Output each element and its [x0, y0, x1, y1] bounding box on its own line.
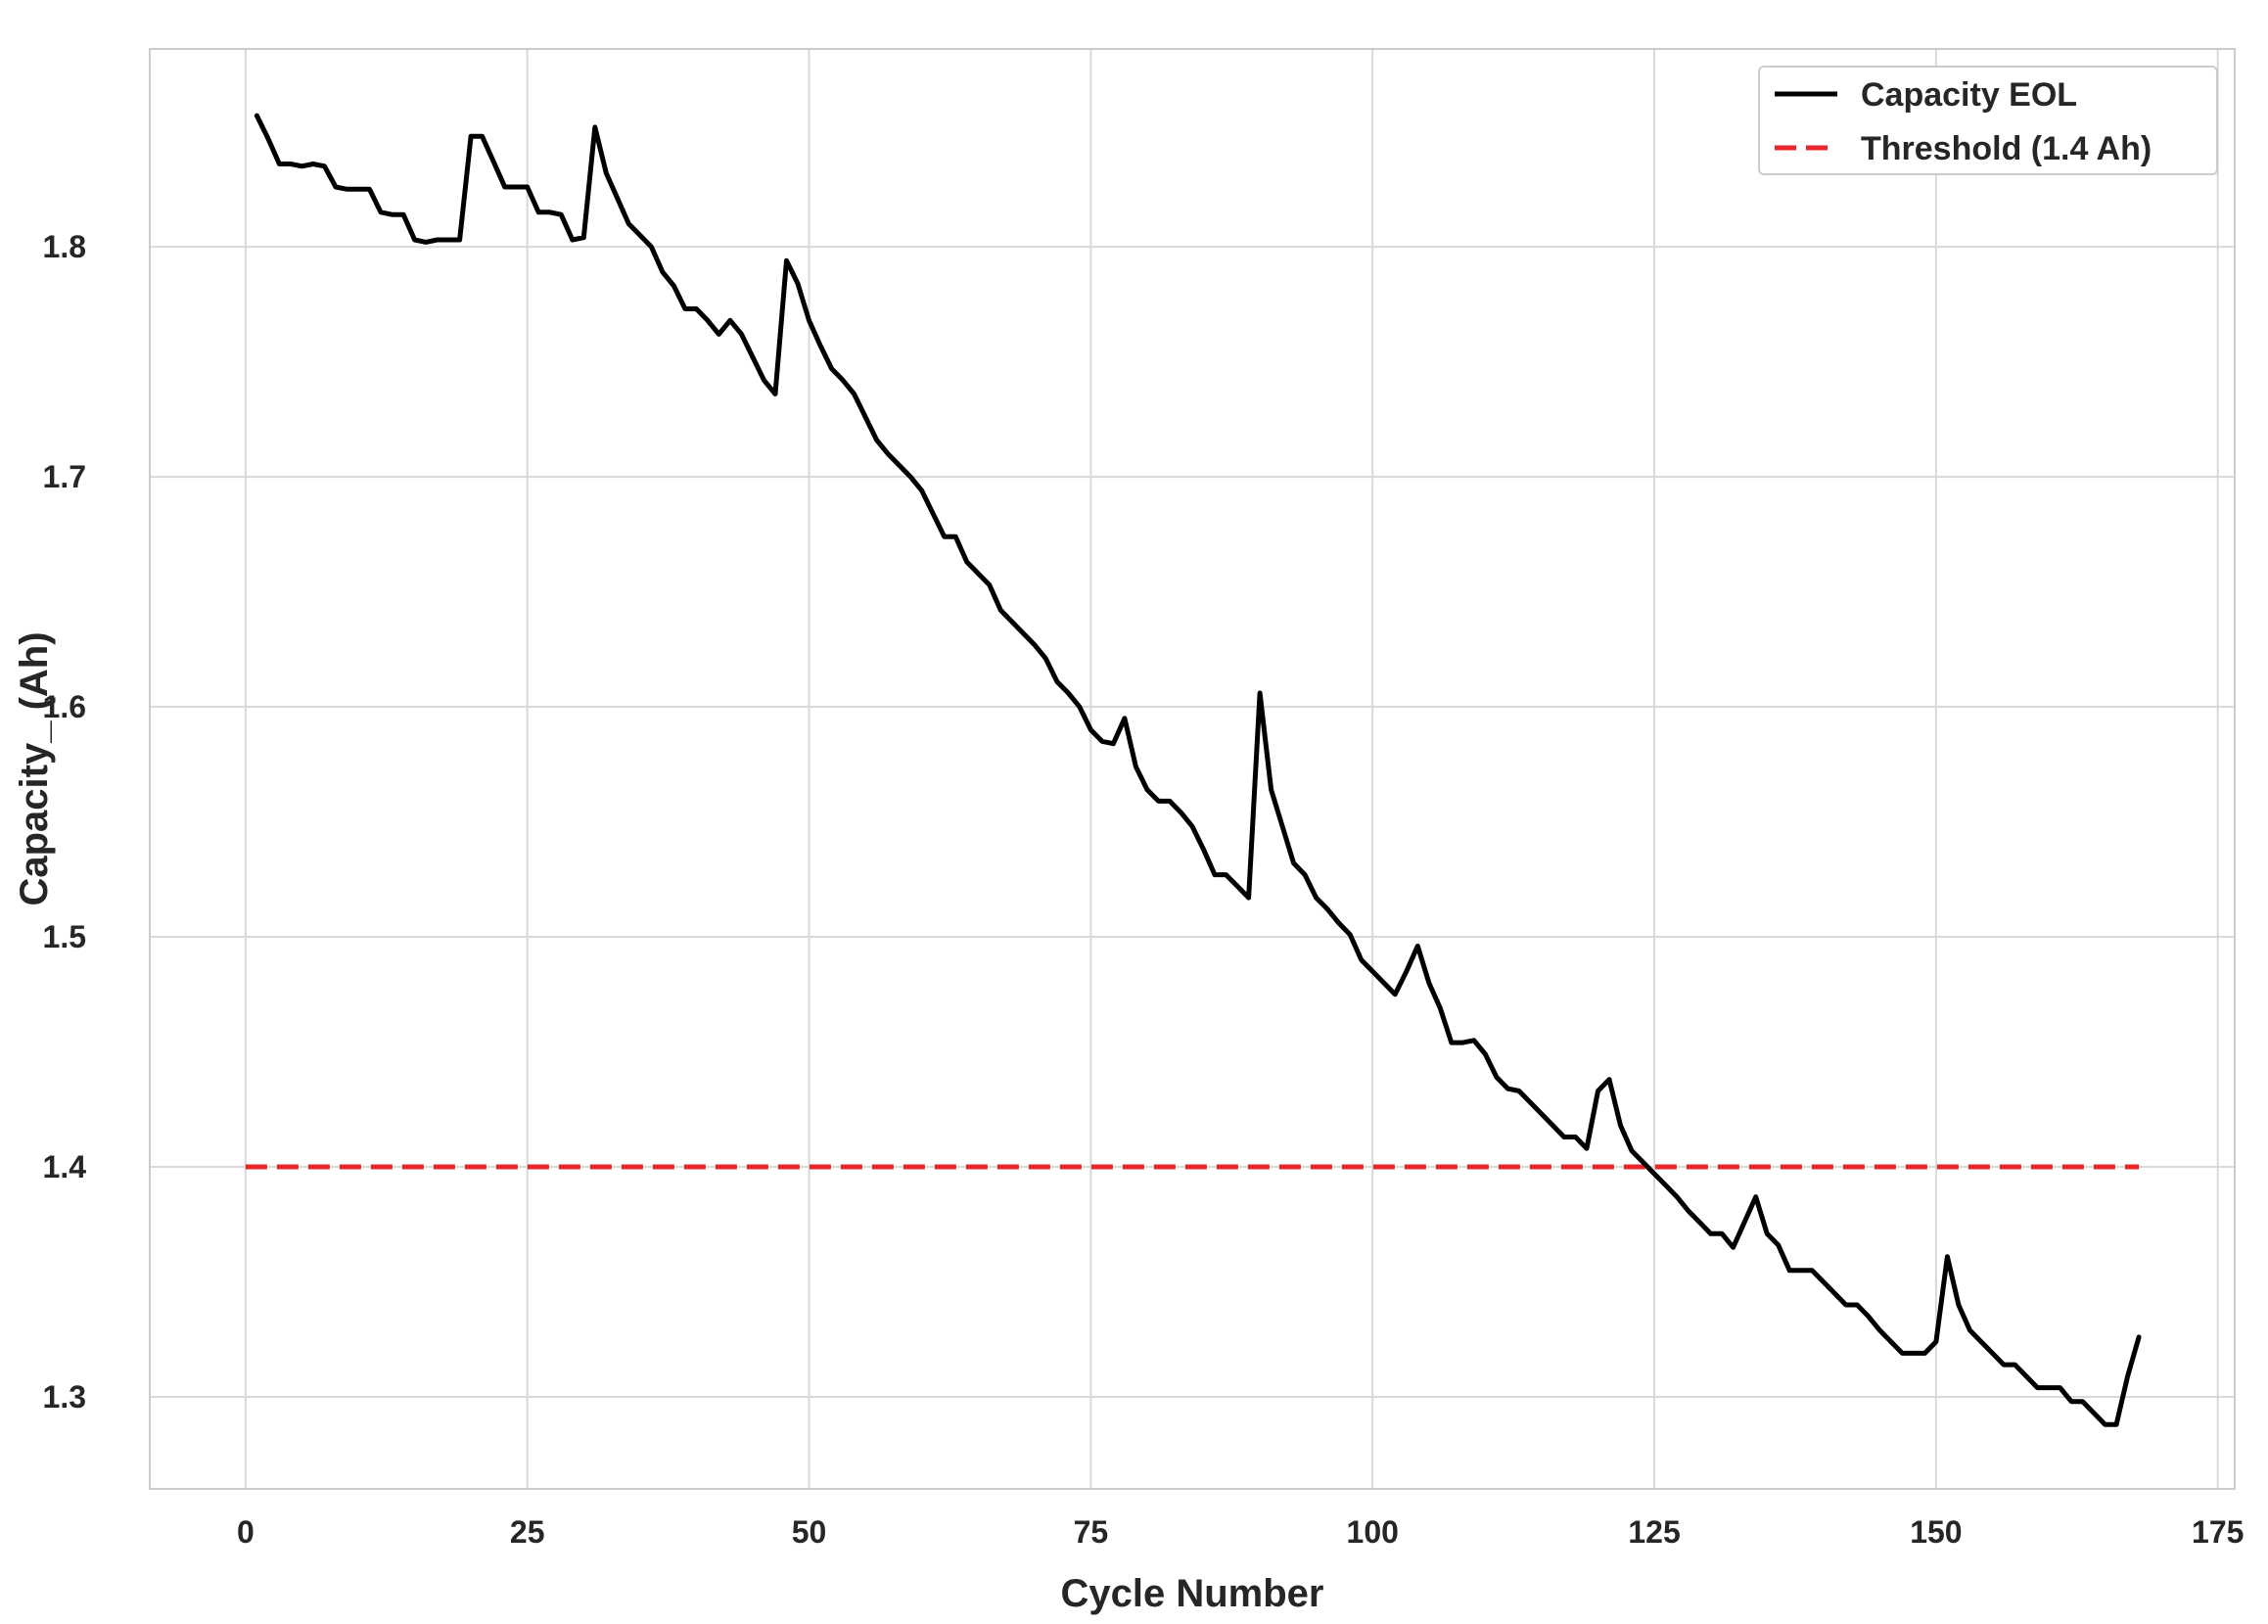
x-tick-label: 75: [1074, 1514, 1109, 1550]
x-tick-label: 150: [1910, 1514, 1962, 1550]
plot-frame: [149, 48, 2236, 1490]
legend: Capacity EOL Threshold (1.4 Ah): [1758, 66, 2218, 175]
grid-lines: [150, 49, 2235, 1489]
y-axis-title: Capacity_ (Ah): [13, 631, 56, 905]
y-tick-labels: 1.3 1.4 1.5 1.6 1.7 1.8: [43, 229, 87, 1415]
x-tick-label: 50: [792, 1514, 827, 1550]
y-tick-label: 1.5: [43, 919, 86, 954]
x-axis-title: Cycle Number: [1061, 1572, 1324, 1615]
x-tick-label: 0: [237, 1514, 255, 1550]
legend-label-capacity-eol: Capacity EOL: [1861, 76, 2077, 114]
capacity-eol-line: [254, 113, 2142, 1427]
y-tick-label: 1.7: [43, 459, 86, 494]
y-tick-label: 1.4: [43, 1149, 87, 1184]
x-tick-label: 175: [2192, 1514, 2244, 1550]
legend-box: [1758, 66, 2218, 175]
series-layer: [245, 113, 2142, 1427]
x-tick-labels: 0 25 50 75 100 125 150 175: [237, 1514, 2244, 1550]
x-tick-label: 100: [1347, 1514, 1399, 1550]
y-tick-label: 1.8: [43, 229, 86, 264]
legend-label-threshold: Threshold (1.4 Ah): [1861, 130, 2152, 167]
y-tick-label: 1.3: [43, 1379, 86, 1415]
x-tick-label: 25: [510, 1514, 545, 1550]
x-tick-label: 125: [1628, 1514, 1680, 1550]
y-tick-label: 1.6: [43, 689, 86, 724]
